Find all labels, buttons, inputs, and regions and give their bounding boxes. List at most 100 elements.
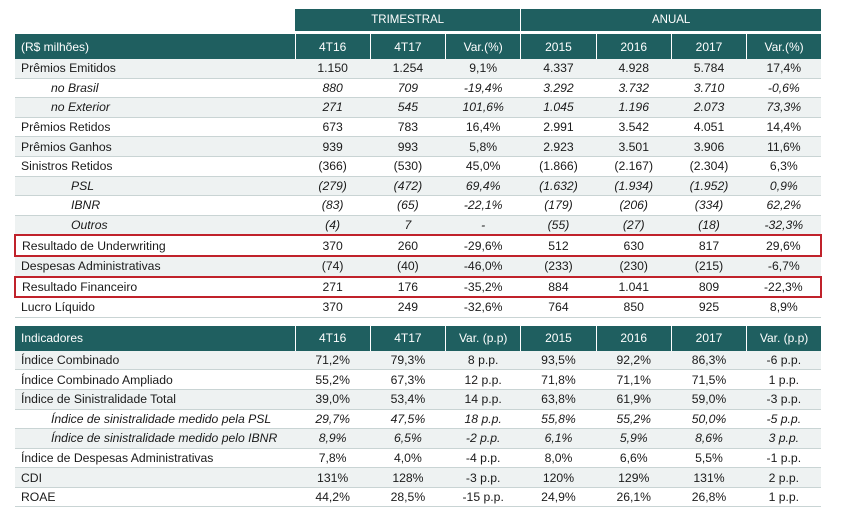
cell-value: -35,2% — [445, 275, 521, 299]
cell-value: (1.866) — [520, 156, 597, 177]
cell-value: (74) — [295, 255, 371, 278]
table2-column-header: Indicadores 4T16 4T17 Var. (p.p) 2015 20… — [15, 325, 821, 351]
cell-value: 764 — [520, 297, 597, 318]
cell-value: 545 — [370, 97, 446, 118]
cell-value: 2 p.p. — [746, 467, 821, 488]
cell-value: 8,9% — [746, 297, 821, 318]
cell-value: -0,6% — [746, 78, 821, 99]
row-label: CDI — [15, 467, 295, 488]
cell-value: 18 p.p. — [445, 409, 521, 430]
cell-value: 2.923 — [520, 136, 597, 157]
row-label: Índice de sinistralidade medido pela PSL — [15, 409, 295, 430]
cell-value: (179) — [520, 195, 597, 216]
cell-value: 44,2% — [295, 487, 371, 508]
cell-value: -6,7% — [746, 255, 821, 278]
cell-value: 17,4% — [746, 59, 821, 79]
cell-value: 55,2% — [596, 409, 672, 430]
row-label: Resultado Financeiro — [14, 275, 295, 299]
cell-value: 12 p.p. — [445, 369, 521, 390]
cell-value: 29,7% — [295, 409, 371, 430]
cell-value: 71,8% — [520, 369, 597, 390]
cell-value: 4.337 — [520, 59, 597, 79]
row-label: Índice de sinistralidade medido pelo IBN… — [15, 428, 295, 449]
cell-value: 1 p.p. — [746, 369, 821, 390]
cell-value: 176 — [370, 275, 446, 299]
header-spacer — [15, 9, 295, 31]
group-header-anual: ANUAL — [520, 9, 821, 31]
column-header: 4T16 — [295, 325, 371, 351]
column-header: Var. (p.p) — [445, 325, 522, 351]
cell-value: 6,5% — [370, 428, 446, 449]
row-label: IBNR — [15, 195, 295, 216]
column-header: 2015 — [520, 325, 597, 351]
cell-value: (83) — [295, 195, 371, 216]
cell-value: 79,3% — [370, 350, 446, 371]
row-label: ROAE — [15, 487, 295, 508]
column-header: Var.(%) — [445, 34, 522, 59]
cell-value: 59,0% — [671, 389, 747, 410]
row-label: no Exterior — [15, 97, 295, 118]
column-header: 2015 — [520, 34, 597, 59]
cell-value: 39,0% — [295, 389, 371, 410]
table2-row: Índice Combinado 71,2% 79,3% 8 p.p. 93,5% 92,… — [15, 350, 821, 371]
cell-value: 4.928 — [596, 59, 672, 79]
column-header: 4T17 — [370, 325, 447, 351]
cell-value: -2 p.p. — [445, 428, 521, 449]
cell-value: 86,3% — [671, 350, 747, 371]
table2-row: Índice de Sinistralidade Total 39,0% 53,4%… — [15, 389, 821, 410]
cell-value: 817 — [671, 234, 747, 257]
cell-value: (18) — [671, 215, 747, 236]
cell-value: 2.991 — [520, 117, 597, 138]
cell-value: 370 — [295, 297, 371, 318]
cell-value: 24,9% — [520, 487, 597, 508]
table1-row: Prêmios Emitidos 1.150 1.254 9,1% 4.337 4.928… — [15, 59, 821, 79]
cell-value: 8,6% — [671, 428, 747, 449]
cell-value: -3 p.p. — [445, 467, 521, 488]
cell-value: -32,3% — [746, 215, 821, 236]
cell-value: 101,6% — [445, 97, 521, 118]
row-label: Índice Combinado — [15, 350, 295, 371]
cell-value: 71,2% — [295, 350, 371, 371]
cell-value: 131% — [671, 467, 747, 488]
cell-value: 5,9% — [596, 428, 672, 449]
cell-value: 11,6% — [746, 136, 821, 157]
cell-value: 69,4% — [445, 176, 521, 197]
cell-value: 14 p.p. — [445, 389, 521, 410]
table2-row: Índice Combinado Ampliado 55,2% 67,3% 12 p.… — [15, 369, 821, 390]
cell-value: 3.501 — [596, 136, 672, 157]
row-label: no Brasil — [15, 78, 295, 99]
cell-value: 131% — [295, 467, 371, 488]
row-label: PSL — [15, 176, 295, 197]
row-label: Lucro Líquido — [15, 297, 295, 318]
cell-value: -19,4% — [445, 78, 521, 99]
cell-value: -22,3% — [746, 275, 823, 299]
table2-row: Índice de Despesas Administrativas 7,8% 4,… — [15, 448, 821, 469]
cell-value: 2.073 — [671, 97, 747, 118]
cell-value: (206) — [596, 195, 672, 216]
cell-value: 16,4% — [445, 117, 521, 138]
cell-value: 939 — [295, 136, 371, 157]
table1-row: Despesas Administrativas (74) (40) -46,0% (2… — [15, 255, 821, 278]
cell-value: 28,5% — [370, 487, 446, 508]
cell-value: 71,1% — [596, 369, 672, 390]
cell-value: 783 — [370, 117, 446, 138]
financial-tables: TRIMESTRAL ANUAL (R$ milhões) 4T16 4T17 … — [14, 9, 823, 508]
cell-value: 3.732 — [596, 78, 672, 99]
cell-value: (233) — [520, 255, 597, 278]
row-label: Índice Combinado Ampliado — [15, 369, 295, 390]
cell-value: (215) — [671, 255, 747, 278]
cell-value: (4) — [295, 215, 371, 236]
cell-value: -3 p.p. — [746, 389, 821, 410]
cell-value: -5 p.p. — [746, 409, 821, 430]
cell-value: (530) — [370, 156, 446, 177]
cell-value: 6,6% — [596, 448, 672, 469]
row-label: Índice de Despesas Administrativas — [15, 448, 295, 469]
cell-value: 925 — [671, 297, 747, 318]
column-header: 2016 — [596, 34, 672, 59]
table1-row: Prêmios Retidos 673 783 16,4% 2.991 3.542 4.05… — [15, 117, 821, 138]
cell-value: - — [445, 215, 521, 236]
cell-value: 129% — [596, 467, 672, 488]
cell-value: -22,1% — [445, 195, 521, 216]
cell-value: 73,3% — [746, 97, 821, 118]
table1-row: Outros (4) 7- (55) (27) (18) -32,3% — [15, 215, 821, 236]
